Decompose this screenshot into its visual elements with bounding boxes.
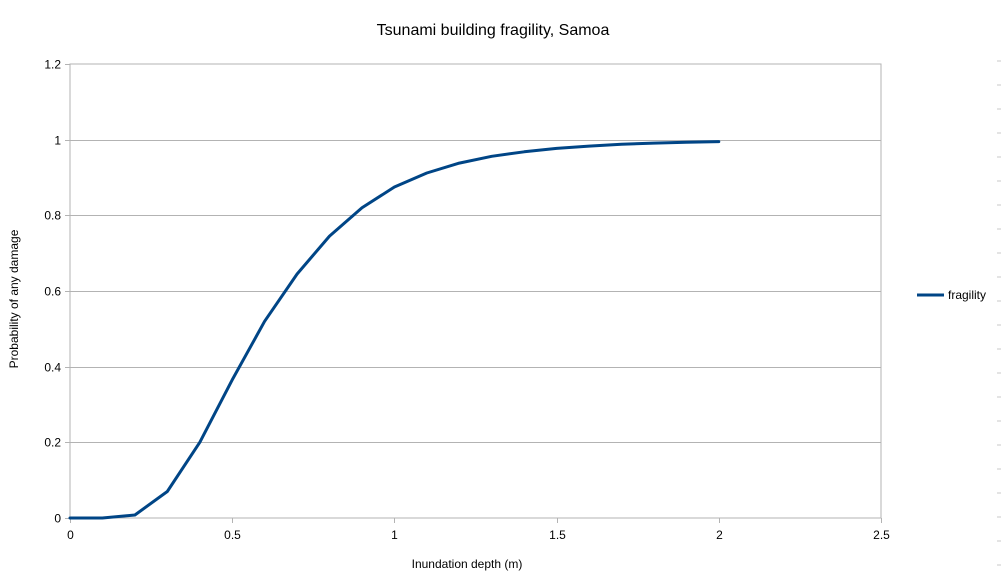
x-tick-label: 2.5: [873, 528, 890, 542]
y-tick-label: 0.4: [44, 361, 61, 375]
y-tick-label: 1: [54, 134, 61, 148]
chart-title: Tsunami building fragility, Samoa: [377, 22, 610, 39]
y-tick-label: 0: [54, 512, 61, 526]
y-tick-label: 0.2: [44, 436, 61, 450]
x-tick-label: 0.5: [224, 528, 241, 542]
x-tick-label: 2: [716, 528, 723, 542]
x-axis-label: Inundation depth (m): [412, 557, 523, 571]
series-layer: [68, 140, 721, 520]
y-tick-labels: 0 0.2 0.4 0.6 0.8 1 1.2: [44, 58, 61, 526]
legend: fragility: [917, 288, 986, 302]
x-tick-labels: 0 0.5 1 1.5 2 2.5: [67, 528, 890, 542]
y-axis-label: Probability of any damage: [7, 229, 21, 368]
x-tick-label: 0: [67, 528, 74, 542]
x-tick-marks: [70, 518, 882, 523]
y-gridlines: [65, 64, 881, 519]
series-line-fragility: [68, 140, 721, 520]
right-edge-decoration: [997, 60, 1001, 566]
x-tick-label: 1: [391, 528, 398, 542]
y-tick-label: 1.2: [44, 58, 61, 72]
y-tick-label: 0.6: [44, 285, 61, 299]
y-tick-label: 0.8: [44, 209, 61, 223]
x-tick-label: 1.5: [549, 528, 566, 542]
legend-label-fragility: fragility: [948, 288, 986, 302]
